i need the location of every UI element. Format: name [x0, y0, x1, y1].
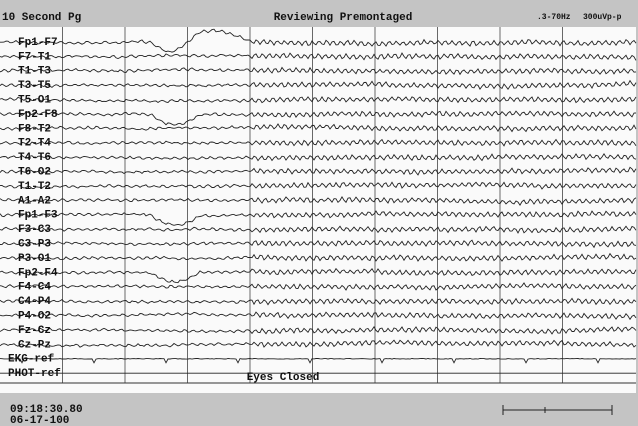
channel-label: PHOT-ref	[8, 368, 61, 380]
traces	[0, 28, 637, 374]
eeg-trace	[0, 282, 637, 291]
eeg-trace	[0, 96, 637, 104]
trace-area	[0, 27, 636, 393]
channel-label: F7-T1	[18, 51, 51, 63]
eeg-trace	[0, 153, 637, 162]
eeg-trace	[0, 339, 637, 348]
channel-label: P3-O1	[18, 253, 51, 265]
eeg-trace	[0, 79, 637, 90]
channel-label: C3-P3	[18, 239, 51, 251]
eeg-trace	[0, 239, 637, 249]
eeg-trace	[0, 252, 637, 262]
date: 06-17-100	[10, 415, 69, 426]
annotation: Eyes Closed	[247, 372, 320, 384]
eeg-trace	[0, 225, 637, 234]
channel-label: F4-C4	[18, 282, 51, 294]
channel-label: T3-T5	[18, 80, 51, 92]
channel-label: Fp2-F4	[18, 267, 58, 279]
channel-label: Fp1-F7	[18, 37, 58, 49]
channel-label: T1-T2	[18, 181, 51, 193]
channel-label: T4-T6	[18, 152, 51, 164]
eeg-trace	[0, 210, 637, 226]
view-title: Reviewing Premontaged	[274, 12, 413, 24]
eeg-trace	[0, 358, 637, 364]
eeg-trace	[0, 52, 637, 61]
channel-label: F8-T2	[18, 123, 51, 135]
channel-label: Cz-Pz	[18, 339, 51, 351]
eeg-trace	[0, 28, 637, 53]
eeg-trace	[0, 138, 637, 147]
channel-label: T1-T3	[18, 66, 51, 78]
channel-label: F3-C3	[18, 224, 51, 236]
eeg-trace	[0, 123, 637, 133]
channel-label: Fp1-F3	[18, 210, 58, 222]
eeg-trace	[0, 110, 637, 126]
eeg-trace	[0, 181, 637, 190]
eeg-trace	[0, 166, 637, 176]
scale-bar	[502, 405, 613, 415]
channel-label: EKG-ref	[8, 354, 55, 366]
channel-label: T5-O1	[18, 95, 51, 107]
eeg-trace	[0, 66, 637, 76]
eeg-trace	[0, 311, 637, 321]
eeg-trace	[0, 196, 637, 206]
channel-label: P4-O2	[18, 311, 51, 323]
filter: .3-70Hz	[537, 13, 571, 22]
channel-label: T6-O2	[18, 167, 51, 179]
sensitivity: 300uVp-p	[583, 13, 622, 22]
channel-label: T2-T4	[18, 138, 51, 150]
channel-label: Fz-Cz	[18, 325, 51, 337]
channel-label: Fp2-F8	[18, 109, 58, 121]
page-mode: 10 Second Pg	[2, 12, 81, 24]
channel-labels: Fp1-F7 F7-T1 T1-T3 T3-T5 T5-O1 Fp2-F8 F8-T2 T2-…	[8, 37, 61, 380]
time: 09:18:30.80	[10, 404, 83, 416]
channel-label: A1-A2	[18, 195, 51, 207]
channel-label: C4-P4	[18, 296, 51, 308]
eeg-trace	[0, 267, 637, 284]
eeg-trace	[0, 297, 637, 306]
eeg-trace	[0, 326, 637, 335]
